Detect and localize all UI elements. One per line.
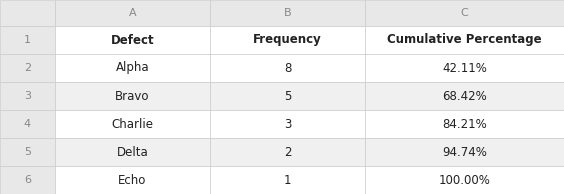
Text: 84.21%: 84.21% [442, 118, 487, 131]
Bar [0, 54, 55, 82]
Text: 3: 3 [24, 91, 31, 101]
Text: Echo: Echo [118, 173, 147, 186]
Text: A: A [129, 8, 136, 18]
Bar [365, 0, 564, 26]
Bar [210, 0, 365, 26]
Bar [55, 54, 210, 82]
Text: 3: 3 [284, 118, 291, 131]
Text: 2: 2 [24, 63, 31, 73]
Text: Bravo: Bravo [115, 89, 150, 102]
Text: 2: 2 [284, 146, 291, 158]
Bar [210, 166, 365, 194]
Bar [0, 82, 55, 110]
Text: 5: 5 [284, 89, 291, 102]
Bar [365, 26, 564, 54]
Bar [210, 26, 365, 54]
Bar [55, 110, 210, 138]
Text: B: B [284, 8, 292, 18]
Bar [365, 110, 564, 138]
Bar [210, 110, 365, 138]
Bar [55, 0, 210, 26]
Text: 8: 8 [284, 61, 291, 74]
Text: 1: 1 [24, 35, 31, 45]
Text: Alpha: Alpha [116, 61, 149, 74]
Bar [55, 82, 210, 110]
Bar [0, 110, 55, 138]
Text: Delta: Delta [117, 146, 148, 158]
Bar [0, 26, 55, 54]
Bar [365, 166, 564, 194]
Text: 6: 6 [24, 175, 31, 185]
Bar [0, 166, 55, 194]
Bar [55, 26, 210, 54]
Bar [55, 138, 210, 166]
Text: C: C [461, 8, 468, 18]
Text: Charlie: Charlie [112, 118, 153, 131]
Text: 5: 5 [24, 147, 31, 157]
Text: Defect: Defect [111, 34, 155, 47]
Text: 100.00%: 100.00% [439, 173, 491, 186]
Text: 4: 4 [24, 119, 31, 129]
Text: 94.74%: 94.74% [442, 146, 487, 158]
Bar [210, 54, 365, 82]
Bar [0, 138, 55, 166]
Bar [365, 138, 564, 166]
Text: Frequency: Frequency [253, 34, 322, 47]
Bar [365, 82, 564, 110]
Text: Cumulative Percentage: Cumulative Percentage [387, 34, 542, 47]
Bar [55, 166, 210, 194]
Bar [0, 0, 55, 26]
Bar [365, 54, 564, 82]
Text: 42.11%: 42.11% [442, 61, 487, 74]
Bar [210, 82, 365, 110]
Text: 68.42%: 68.42% [442, 89, 487, 102]
Text: 1: 1 [284, 173, 291, 186]
Bar [210, 138, 365, 166]
